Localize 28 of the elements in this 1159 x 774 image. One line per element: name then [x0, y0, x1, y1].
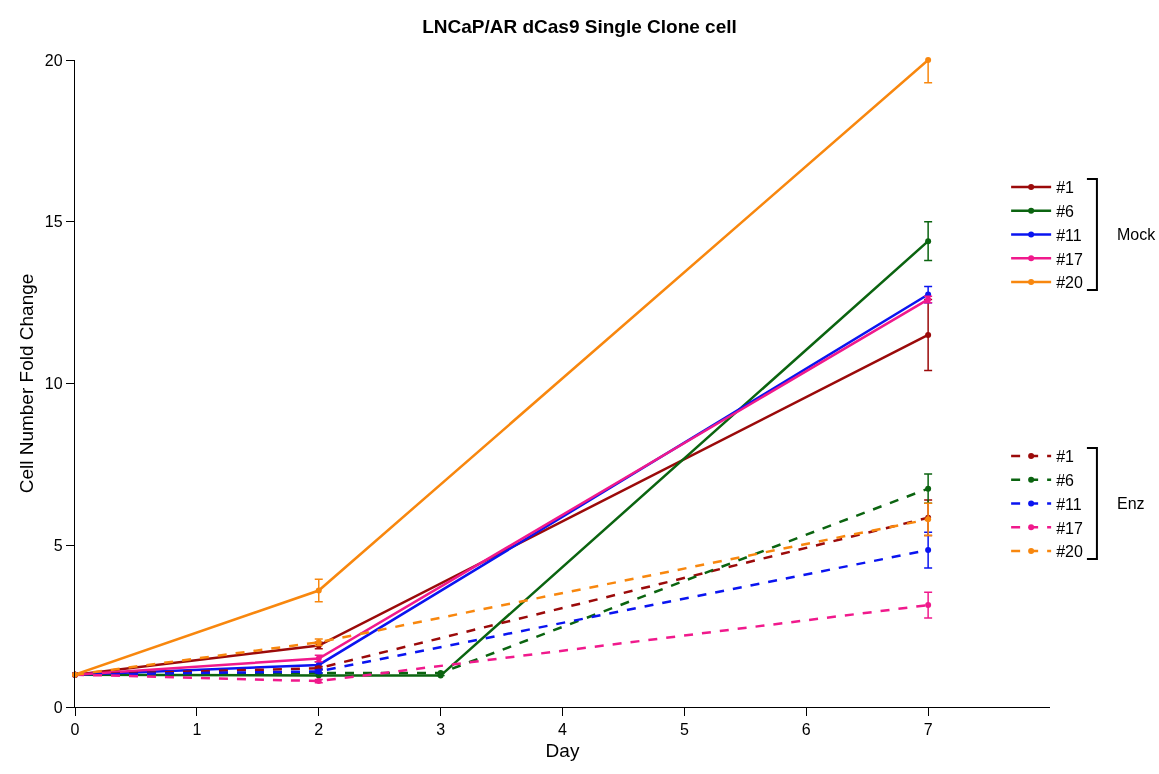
legend-label: #11 — [1056, 226, 1082, 244]
chart-title: LNCaP/AR dCas9 Single Clone cell — [422, 15, 737, 37]
x-tick-label: 4 — [558, 721, 568, 739]
y-tick-label: 5 — [53, 536, 63, 554]
legend-label: #17 — [1056, 519, 1083, 537]
legend-label: #6 — [1056, 471, 1075, 489]
text: Enz — [1117, 495, 1145, 512]
legend-label: #1 — [1056, 448, 1075, 466]
legend-label: #11 — [1056, 495, 1082, 513]
x-tick-label: 1 — [192, 721, 202, 739]
x-tick-label: 3 — [436, 721, 446, 739]
x-tick-label: 5 — [679, 721, 689, 739]
y-tick-label: 10 — [44, 375, 63, 393]
x-axis-title: Day — [545, 740, 580, 762]
legend-label: #6 — [1056, 202, 1075, 220]
legend-label: #1 — [1056, 179, 1075, 197]
y-axis-title: Cell Number Fold Change — [15, 273, 37, 494]
x-tick-label: 2 — [314, 721, 324, 739]
y-tick-label: 0 — [53, 698, 63, 716]
text: Mock — [1117, 226, 1157, 243]
legend-label: #20 — [1056, 543, 1083, 561]
y-tick-label: 20 — [44, 51, 63, 69]
y-tick-label: 15 — [44, 213, 63, 231]
legend-label: #20 — [1056, 274, 1083, 292]
x-tick-label: 7 — [923, 721, 933, 739]
legend-label: #17 — [1056, 250, 1083, 268]
x-tick-label: 6 — [801, 721, 811, 739]
x-tick-label: 0 — [70, 721, 80, 739]
